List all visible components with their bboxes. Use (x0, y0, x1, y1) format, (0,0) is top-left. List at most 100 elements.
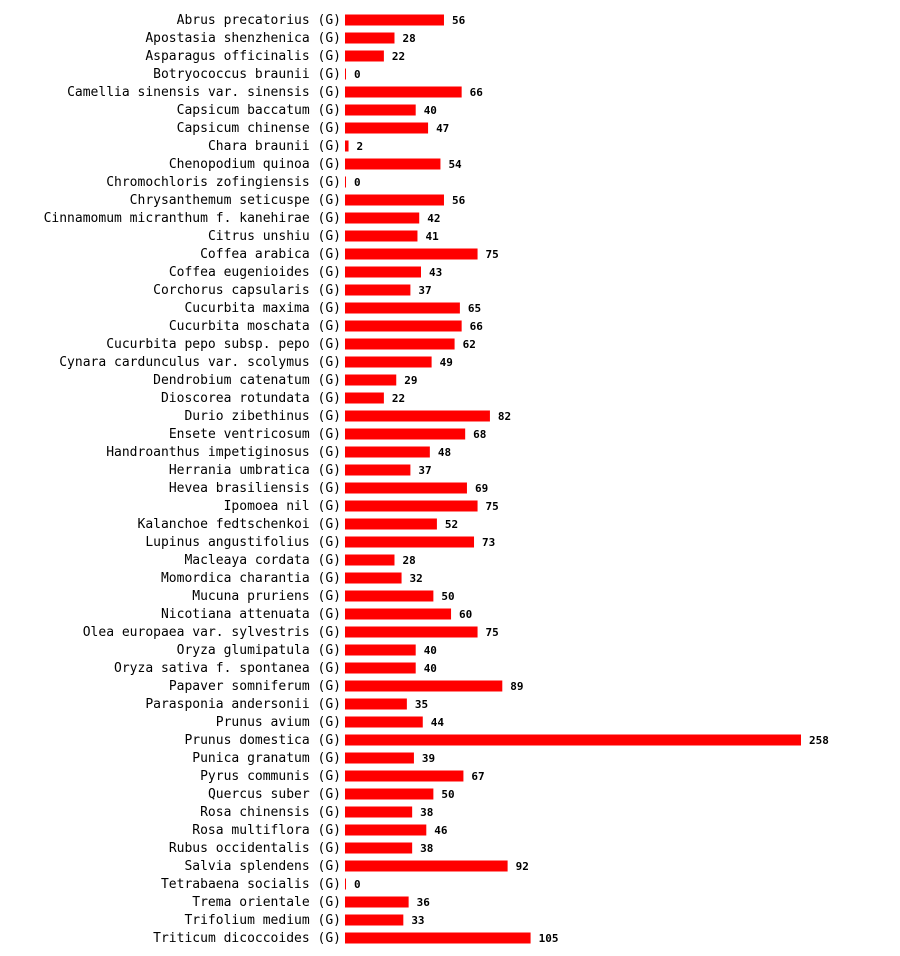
bar (345, 284, 411, 296)
bar (345, 230, 418, 242)
category-label: Herrania umbratica (G) (169, 463, 341, 478)
category-label: Abrus precatorius (G) (177, 13, 341, 28)
category-label: Mucuna pruriens (G) (192, 589, 341, 604)
category-label: Capsicum chinense (G) (177, 121, 341, 136)
bar (345, 824, 427, 836)
bar (345, 194, 444, 206)
bar (345, 698, 407, 710)
category-label: Ipomoea nil (G) (224, 499, 341, 514)
category-label: Olea europaea var. sylvestris (G) (83, 625, 341, 640)
bar (345, 446, 430, 458)
bar (345, 536, 475, 548)
bar (345, 122, 429, 134)
category-label: Momordica charantia (G) (161, 571, 341, 586)
bar (345, 716, 423, 728)
bar (345, 806, 413, 818)
bar (345, 338, 455, 350)
value-label: 38 (420, 806, 433, 819)
value-label: 22 (392, 392, 405, 405)
category-label: Handroanthus impetiginosus (G) (106, 445, 341, 460)
category-label: Durio zibethinus (G) (184, 409, 341, 424)
bar (345, 248, 478, 260)
value-label: 40 (424, 104, 437, 117)
category-label: Prunus domestica (G) (184, 733, 341, 748)
value-label: 69 (475, 482, 488, 495)
bar (345, 392, 384, 404)
category-label: Ensete ventricosum (G) (169, 427, 341, 442)
category-label: Citrus unshiu (G) (208, 229, 341, 244)
category-label: Quercus suber (G) (208, 787, 341, 802)
value-label: 40 (424, 644, 437, 657)
category-label: Macleaya cordata (G) (184, 553, 341, 568)
bar (345, 608, 452, 620)
value-label: 28 (402, 554, 415, 567)
value-label: 66 (470, 320, 484, 333)
chart-rows: Abrus precatorius (G) 56 Apostasia shenzhe… (44, 13, 829, 946)
bar (345, 302, 460, 314)
category-label: Dendrobium catenatum (G) (153, 373, 341, 388)
category-label: Trifolium medium (G) (184, 913, 341, 928)
bar (345, 266, 421, 278)
bar (345, 68, 346, 80)
category-label: Chara braunii (G) (208, 139, 341, 154)
value-label: 39 (422, 752, 435, 765)
bar (345, 518, 437, 530)
bar (345, 482, 467, 494)
bar (345, 770, 464, 782)
value-label: 29 (404, 374, 417, 387)
category-label: Chromochloris zofingiensis (G) (106, 175, 341, 190)
value-label: 42 (427, 212, 440, 225)
category-label: Trema orientale (G) (192, 895, 341, 910)
bar (345, 428, 466, 440)
category-label: Dioscorea rotundata (G) (161, 391, 341, 406)
value-label: 68 (473, 428, 486, 441)
bar (345, 788, 434, 800)
bar (345, 176, 346, 188)
value-label: 48 (438, 446, 451, 459)
bar (345, 842, 413, 854)
value-label: 105 (539, 932, 559, 945)
category-label: Prunus avium (G) (216, 715, 341, 730)
category-label: Cucurbita moschata (G) (169, 319, 341, 334)
bar (345, 860, 508, 872)
bar (345, 554, 395, 566)
bar (345, 680, 503, 692)
value-label: 38 (420, 842, 433, 855)
value-label: 62 (463, 338, 476, 351)
value-label: 60 (459, 608, 472, 621)
bar (345, 626, 478, 638)
bar (345, 374, 397, 386)
value-label: 2 (357, 140, 364, 153)
value-label: 49 (440, 356, 453, 369)
bar (345, 14, 444, 26)
category-label: Coffea arabica (G) (200, 247, 341, 262)
category-label: Chrysanthemum seticuspe (G) (130, 193, 341, 208)
value-label: 89 (510, 680, 523, 693)
bar (345, 104, 416, 116)
bar (345, 212, 420, 224)
value-label: 43 (429, 266, 442, 279)
bar (345, 158, 441, 170)
category-label: Rosa chinensis (G) (200, 805, 341, 820)
category-label: Camellia sinensis var. sinensis (G) (67, 85, 341, 100)
category-label: Asparagus officinalis (G) (145, 49, 341, 64)
value-label: 32 (410, 572, 423, 585)
value-label: 65 (468, 302, 481, 315)
category-label: Hevea brasiliensis (G) (169, 481, 341, 496)
value-label: 75 (486, 626, 499, 639)
category-label: Nicotiana attenuata (G) (161, 607, 341, 622)
category-label: Apostasia shenzhenica (G) (145, 31, 341, 46)
value-label: 56 (452, 14, 466, 27)
category-label: Salvia splendens (G) (184, 859, 341, 874)
value-label: 75 (486, 248, 499, 261)
bar (345, 50, 384, 62)
bar (345, 32, 395, 44)
value-label: 41 (425, 230, 439, 243)
category-label: Botryococcus braunii (G) (153, 67, 341, 82)
value-label: 75 (486, 500, 499, 513)
category-label: Oryza glumipatula (G) (177, 643, 341, 658)
value-label: 56 (452, 194, 466, 207)
value-label: 46 (434, 824, 448, 837)
category-label: Papaver somniferum (G) (169, 679, 341, 694)
